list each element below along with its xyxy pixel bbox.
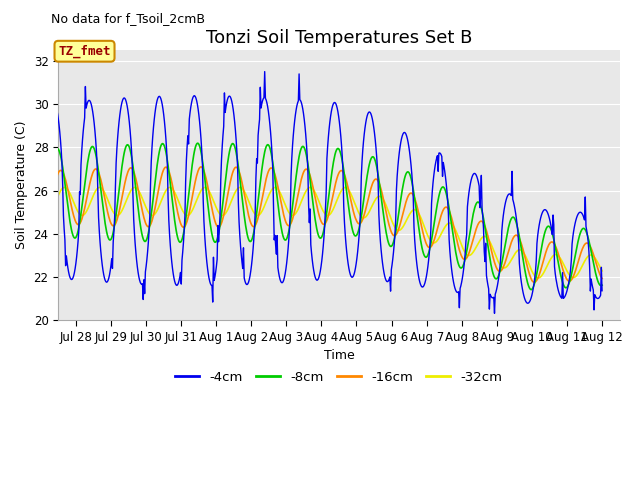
Y-axis label: Soil Temperature (C): Soil Temperature (C) [15,121,28,250]
Text: No data for f_Tsoil_2cmB: No data for f_Tsoil_2cmB [51,12,205,25]
Title: Tonzi Soil Temperatures Set B: Tonzi Soil Temperatures Set B [206,29,472,48]
Legend: -4cm, -8cm, -16cm, -32cm: -4cm, -8cm, -16cm, -32cm [170,365,508,389]
X-axis label: Time: Time [324,349,355,362]
Text: TZ_fmet: TZ_fmet [58,45,111,58]
